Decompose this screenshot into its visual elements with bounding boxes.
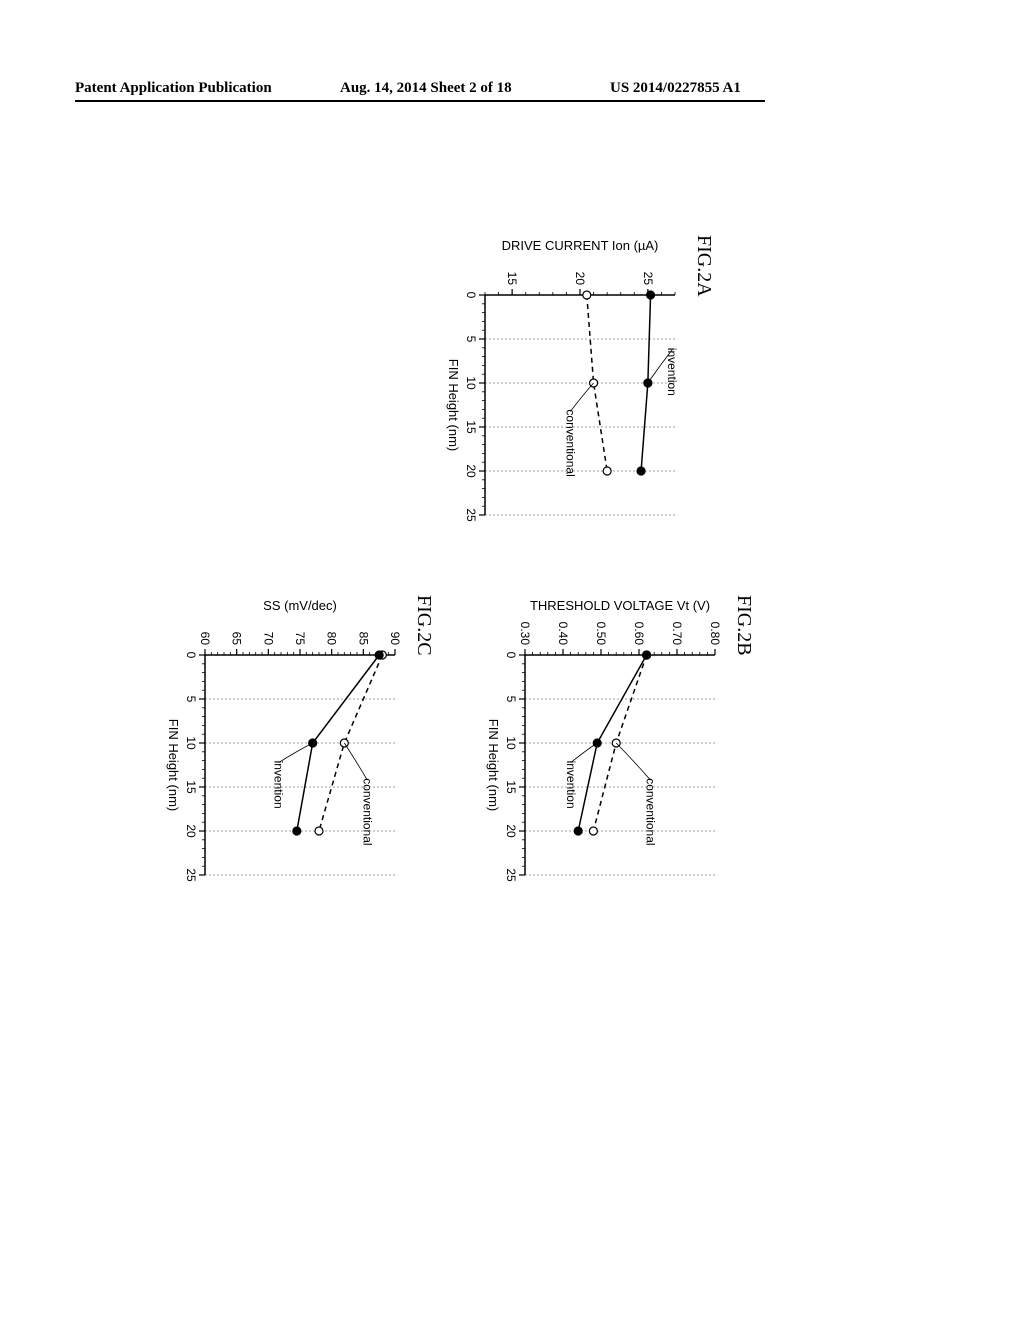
svg-text:10: 10 <box>504 736 518 750</box>
header-publication: Patent Application Publication <box>75 80 272 97</box>
svg-text:70: 70 <box>261 632 275 646</box>
svg-text:0.30: 0.30 <box>518 622 532 646</box>
svg-text:60: 60 <box>198 632 212 646</box>
panel-fig2a: FIG.2A 0 5 10 15 20 25 15 20 25 FIN Height (nm) DR… <box>415 235 715 535</box>
panel-label-2c: FIG.2C <box>412 595 435 656</box>
svg-text:20: 20 <box>504 824 518 838</box>
svg-text:65: 65 <box>230 632 244 646</box>
svg-text:20: 20 <box>573 272 587 286</box>
svg-text:FIN Height (nm): FIN Height (nm) <box>446 359 461 451</box>
panel-fig2b: FIG.2B 0 5 10 15 20 25 0.30 0.40 0.50 0.60 0.70 0.8… <box>455 595 755 895</box>
svg-text:conventional: conventional <box>360 778 374 845</box>
svg-text:invention: invention <box>564 761 578 809</box>
svg-text:0.80: 0.80 <box>708 622 722 646</box>
svg-text:conventional: conventional <box>563 409 577 476</box>
svg-text:0: 0 <box>504 652 518 659</box>
panel-label-2a: FIG.2A <box>692 235 715 297</box>
svg-text:85: 85 <box>356 632 370 646</box>
header-pubnumber: US 2014/0227855 A1 <box>610 80 741 97</box>
svg-text:15: 15 <box>184 780 198 794</box>
svg-text:10: 10 <box>184 736 198 750</box>
svg-text:90: 90 <box>388 632 402 646</box>
svg-text:DRIVE CURRENT Ion (µA): DRIVE CURRENT Ion (µA) <box>502 238 659 253</box>
svg-text:75: 75 <box>293 632 307 646</box>
svg-text:25: 25 <box>641 272 655 286</box>
svg-text:10: 10 <box>464 376 478 390</box>
svg-text:0: 0 <box>184 652 198 659</box>
svg-text:SS (mV/dec): SS (mV/dec) <box>263 598 337 613</box>
svg-text:FIN Height (nm): FIN Height (nm) <box>486 719 501 811</box>
svg-text:15: 15 <box>505 272 519 286</box>
chart-2c: 0 5 10 15 20 25 60 65 70 75 80 85 90 FIN Height (nm) S… <box>145 595 405 895</box>
chart-2b: 0 5 10 15 20 25 0.30 0.40 0.50 0.60 0.70 0.80 FIN He… <box>465 595 725 895</box>
svg-text:80: 80 <box>325 632 339 646</box>
svg-text:5: 5 <box>504 696 518 703</box>
svg-text:invention: invention <box>272 761 286 809</box>
svg-text:25: 25 <box>504 868 518 882</box>
panel-label-2b: FIG.2B <box>732 595 755 656</box>
svg-text:15: 15 <box>504 780 518 794</box>
header-date-sheet: Aug. 14, 2014 Sheet 2 of 18 <box>340 80 512 97</box>
svg-text:5: 5 <box>464 336 478 343</box>
svg-text:0.70: 0.70 <box>670 622 684 646</box>
svg-text:15: 15 <box>464 420 478 434</box>
svg-text:0.60: 0.60 <box>632 622 646 646</box>
figure-area: FIG.2A 0510152025152025FIN Height (nm)DR… <box>125 265 775 905</box>
header-rule <box>75 100 765 102</box>
svg-text:0.50: 0.50 <box>594 622 608 646</box>
svg-text:invention: invention <box>665 348 679 396</box>
svg-text:25: 25 <box>464 508 478 522</box>
svg-text:20: 20 <box>464 464 478 478</box>
svg-text:20: 20 <box>184 824 198 838</box>
svg-text:0.40: 0.40 <box>556 622 570 646</box>
svg-text:0: 0 <box>464 292 478 299</box>
svg-text:5: 5 <box>184 696 198 703</box>
chart-2a: 0 5 10 15 20 25 15 20 25 FIN Height (nm) DRIVE CUR… <box>425 235 685 535</box>
svg-text:25: 25 <box>184 868 198 882</box>
panel-fig2c: FIG.2C 0 5 10 15 20 25 60 65 70 75 80 85 90 FIN Heigh… <box>135 595 435 895</box>
svg-text:conventional: conventional <box>644 778 658 845</box>
svg-text:FIN Height (nm): FIN Height (nm) <box>166 719 181 811</box>
svg-text:THRESHOLD VOLTAGE Vt (V): THRESHOLD VOLTAGE Vt (V) <box>530 598 710 613</box>
